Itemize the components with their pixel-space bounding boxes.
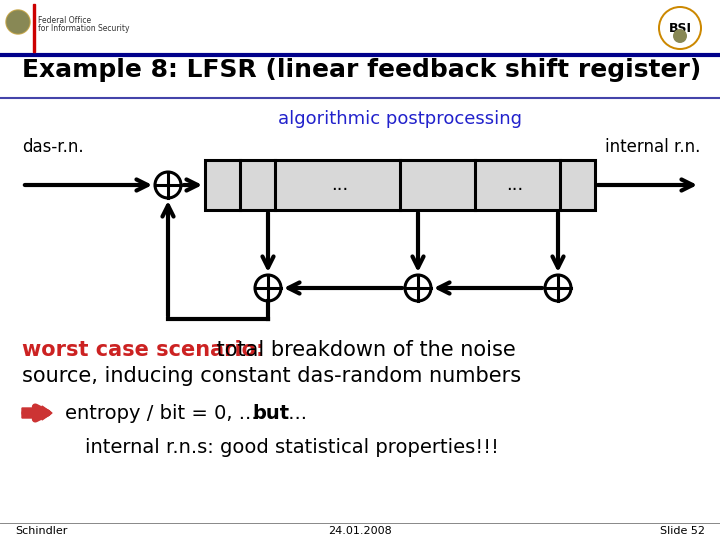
Text: Example 8: LFSR (linear feedback shift register): Example 8: LFSR (linear feedback shift r… [22, 58, 701, 82]
Circle shape [6, 10, 30, 34]
Circle shape [673, 29, 687, 43]
Circle shape [255, 275, 281, 301]
Text: Federal Office: Federal Office [38, 16, 91, 25]
Text: but: but [252, 404, 289, 423]
Text: Slide 52: Slide 52 [660, 526, 705, 536]
Circle shape [155, 172, 181, 198]
Text: worst case scenario:: worst case scenario: [22, 340, 264, 360]
Text: Schindler: Schindler [15, 526, 68, 536]
Text: algorithmic postprocessing: algorithmic postprocessing [278, 110, 522, 128]
Text: ...: ... [506, 176, 523, 194]
Text: ...: ... [282, 404, 307, 423]
Text: source, inducing constant das-random numbers: source, inducing constant das-random num… [22, 366, 521, 386]
Text: total breakdown of the noise: total breakdown of the noise [210, 340, 516, 360]
Circle shape [660, 8, 700, 48]
Bar [33, 4, 35, 52]
Text: das-r.n.: das-r.n. [22, 138, 84, 156]
Circle shape [7, 11, 29, 33]
Text: internal r.n.: internal r.n. [605, 138, 700, 156]
Text: entropy / bit = 0, ...: entropy / bit = 0, ... [65, 404, 264, 423]
FancyArrow shape [22, 406, 52, 420]
Text: 24.01.2008: 24.01.2008 [328, 526, 392, 536]
Circle shape [658, 6, 702, 50]
Text: BSI: BSI [668, 22, 691, 35]
Text: internal r.n.s: good statistical properties!!!: internal r.n.s: good statistical propert… [85, 438, 499, 457]
Circle shape [545, 275, 571, 301]
Bar [205, 160, 595, 210]
Circle shape [405, 275, 431, 301]
Text: ...: ... [331, 176, 348, 194]
Text: for Information Security: for Information Security [38, 24, 130, 33]
